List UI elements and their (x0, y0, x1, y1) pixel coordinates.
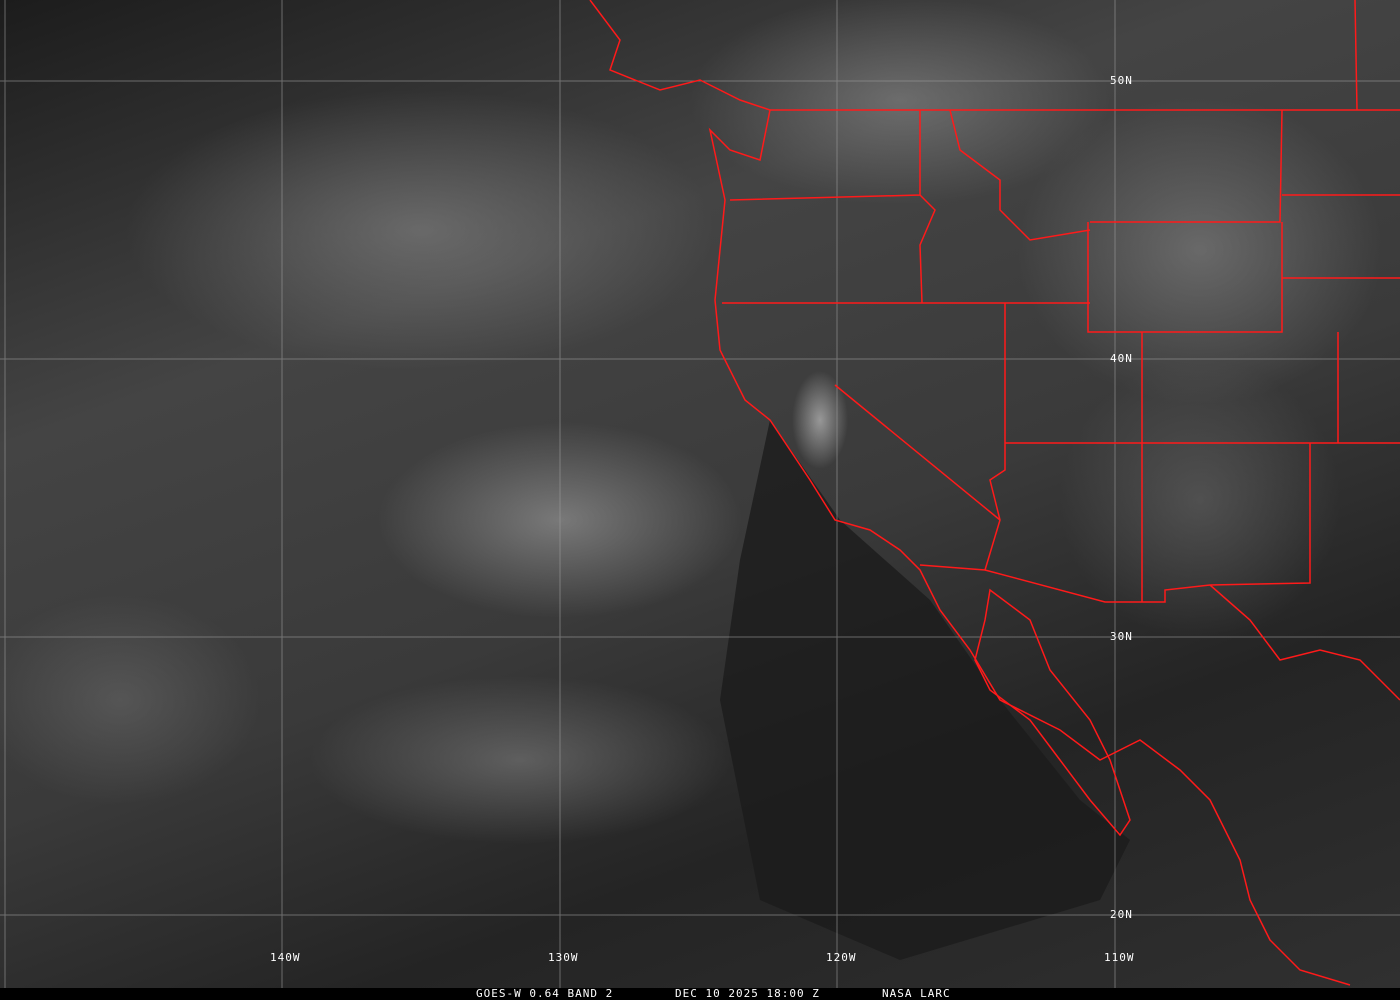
lon-label-110w: 110W (1104, 951, 1135, 964)
image-caption-bar: GOES-W 0.64 BAND 2 DEC 10 2025 18:00 Z N… (0, 988, 1400, 1000)
lat-label-20n: 20N (1110, 908, 1133, 921)
coastline-west (589, 0, 1351, 986)
timestamp-label: DEC 10 2025 18:00 Z (675, 987, 820, 1000)
baja-california (974, 588, 1131, 837)
lat-label-30n: 30N (1110, 630, 1133, 643)
lat-label-50n: 50N (1110, 74, 1133, 87)
mexico-border (1209, 584, 1400, 701)
lon-label-140w: 140W (270, 951, 301, 964)
lon-label-120w: 120W (826, 951, 857, 964)
lon-label-130w: 130W (548, 951, 579, 964)
state-borders (722, 0, 1400, 603)
satellite-band-label: GOES-W 0.64 BAND 2 (476, 987, 614, 1000)
lat-label-40n: 40N (1110, 352, 1133, 365)
source-label: NASA LARC (882, 987, 951, 1000)
